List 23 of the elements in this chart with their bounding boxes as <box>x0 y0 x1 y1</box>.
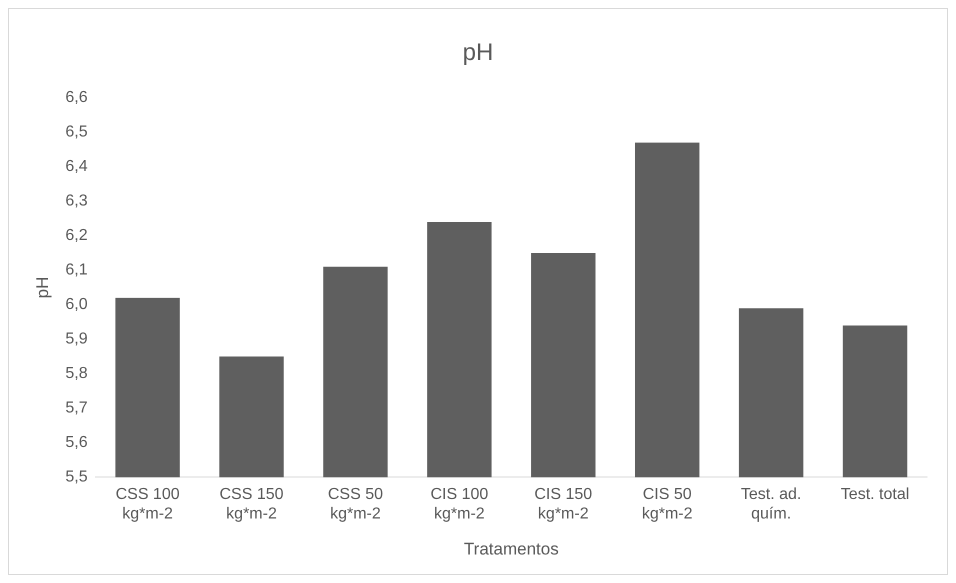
x-axis-title: Tratamentos <box>464 539 559 558</box>
y-tick-label: 5,8 <box>65 365 88 382</box>
y-tick-label: 6,0 <box>65 296 88 314</box>
y-tick-label: 5,5 <box>65 468 88 486</box>
x-tick-label: CIS 100 kg*m-2 <box>430 486 488 522</box>
y-axis-title: pH <box>32 276 52 298</box>
chart-title: pH <box>462 39 494 66</box>
y-tick-label: 6,1 <box>65 262 88 279</box>
x-tick-label: CSS 50 kg*m-2 <box>328 486 384 522</box>
y-tick-label: 6,6 <box>65 89 88 106</box>
y-tick-label: 5,6 <box>65 434 88 452</box>
x-tick-label: CSS 100 kg*m-2 <box>116 486 180 522</box>
y-tick-label: 6,5 <box>65 124 88 141</box>
x-tick-label: Test. total <box>840 486 910 504</box>
x-tick-label: CIS 50 kg*m-2 <box>642 486 693 522</box>
y-tick-label: 5,9 <box>65 330 88 348</box>
y-tick-label: 6,2 <box>65 227 88 244</box>
x-tick-label: Test. ad. quím. <box>740 486 802 522</box>
y-tick-label: 6,3 <box>65 192 88 210</box>
y-tick-label: 6,4 <box>65 158 88 176</box>
x-tick-label: CIS 150 kg*m-2 <box>534 486 592 522</box>
x-tick-label: CSS 150 kg*m-2 <box>220 486 284 522</box>
y-tick-label: 5,7 <box>65 400 88 417</box>
